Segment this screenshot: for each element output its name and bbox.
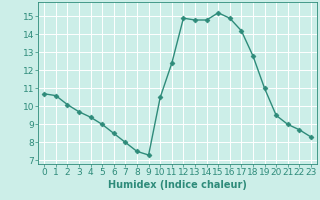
X-axis label: Humidex (Indice chaleur): Humidex (Indice chaleur) xyxy=(108,180,247,190)
